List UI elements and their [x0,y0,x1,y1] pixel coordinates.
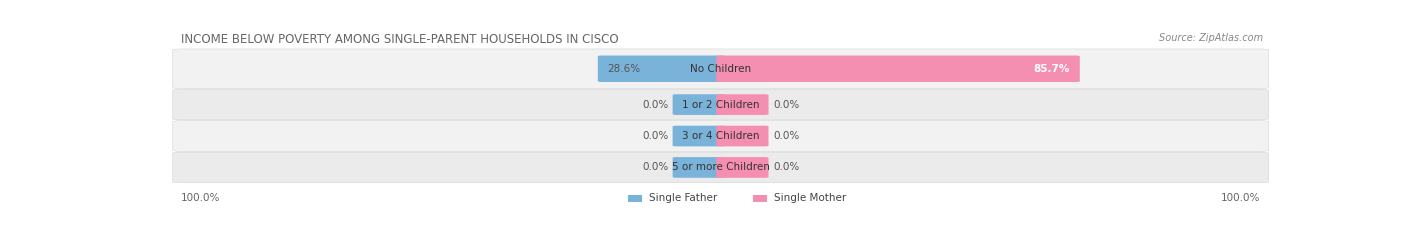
Text: 0.0%: 0.0% [773,131,799,141]
FancyBboxPatch shape [173,49,1268,89]
Text: 0.0%: 0.0% [643,99,668,110]
Text: 100.0%: 100.0% [181,193,221,203]
Text: 0.0%: 0.0% [643,131,668,141]
Text: 0.0%: 0.0% [643,162,668,172]
Text: 3 or 4 Children: 3 or 4 Children [682,131,759,141]
FancyBboxPatch shape [173,121,1268,151]
Text: Single Mother: Single Mother [773,193,846,203]
FancyBboxPatch shape [716,55,1080,82]
FancyBboxPatch shape [628,195,643,202]
FancyBboxPatch shape [173,152,1268,183]
FancyBboxPatch shape [754,195,768,202]
Text: 5 or more Children: 5 or more Children [672,162,769,172]
Text: No Children: No Children [690,64,751,74]
Text: 0.0%: 0.0% [773,99,799,110]
Text: 0.0%: 0.0% [773,162,799,172]
Text: 1 or 2 Children: 1 or 2 Children [682,99,759,110]
Text: 85.7%: 85.7% [1033,64,1070,74]
Text: 100.0%: 100.0% [1220,193,1260,203]
Text: Single Father: Single Father [648,193,717,203]
FancyBboxPatch shape [173,89,1268,120]
FancyBboxPatch shape [716,94,769,115]
FancyBboxPatch shape [672,157,725,178]
FancyBboxPatch shape [672,126,725,146]
Text: 28.6%: 28.6% [607,64,641,74]
FancyBboxPatch shape [672,94,725,115]
FancyBboxPatch shape [598,55,725,82]
FancyBboxPatch shape [716,126,769,146]
FancyBboxPatch shape [716,157,769,178]
Text: Source: ZipAtlas.com: Source: ZipAtlas.com [1159,33,1263,43]
Text: INCOME BELOW POVERTY AMONG SINGLE-PARENT HOUSEHOLDS IN CISCO: INCOME BELOW POVERTY AMONG SINGLE-PARENT… [181,33,619,46]
